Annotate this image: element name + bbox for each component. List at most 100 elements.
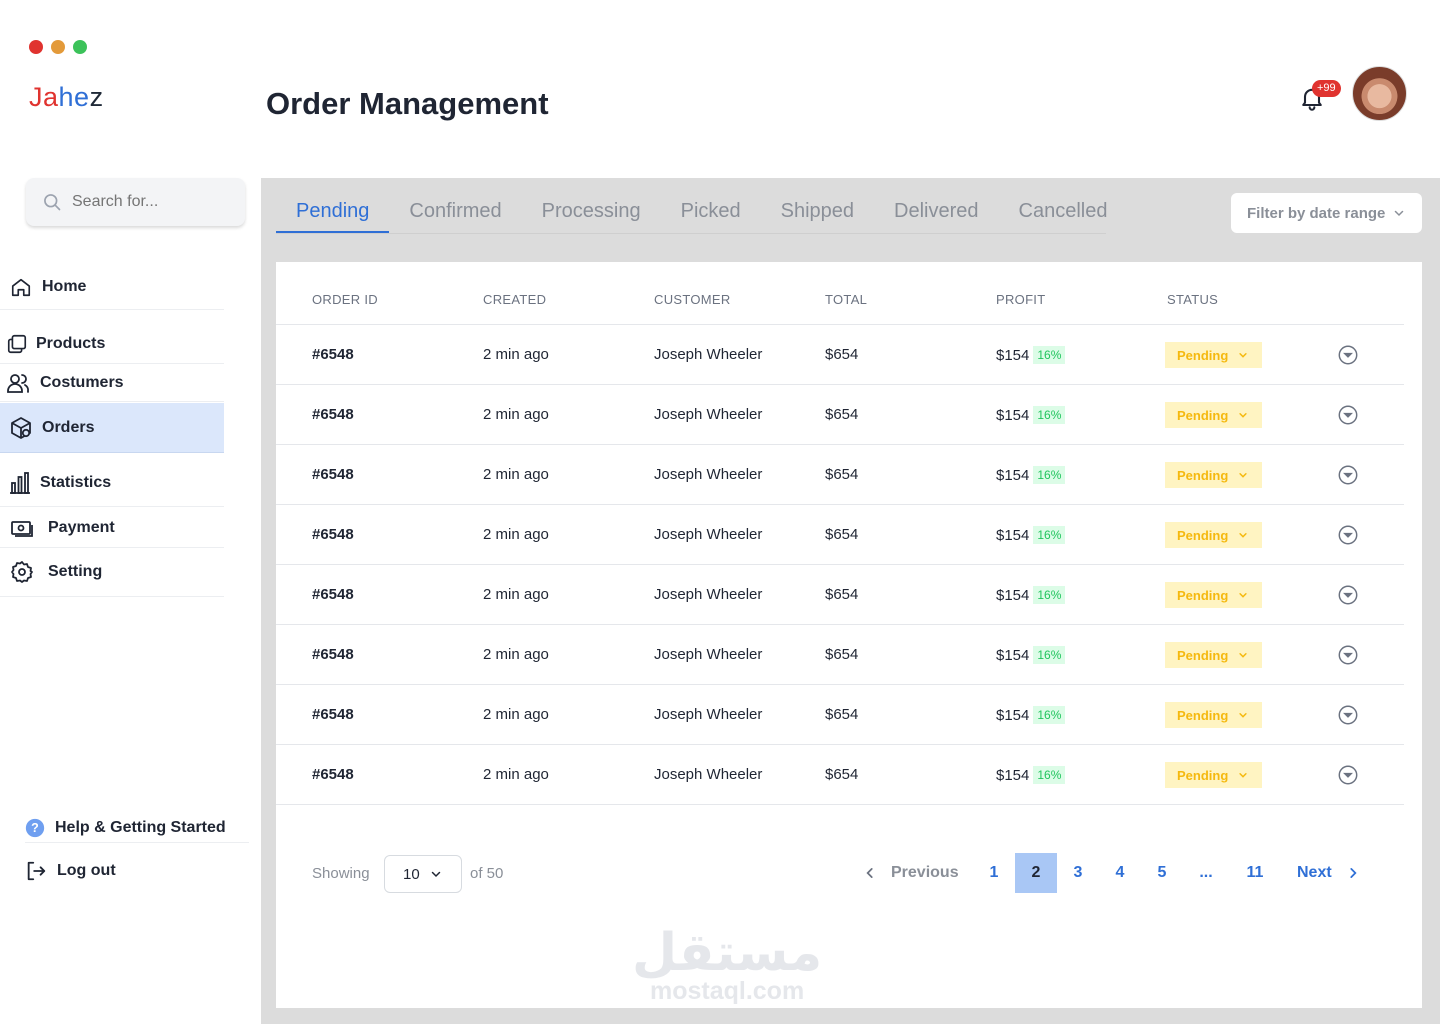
customer-name: Joseph Wheeler	[654, 346, 763, 363]
order-id: #6548	[312, 346, 354, 363]
window-controls	[29, 40, 87, 54]
filter-label: Filter by date range	[1247, 204, 1386, 222]
tab-picked[interactable]: Picked	[680, 200, 741, 222]
orders-table-card: ORDER ID CREATED CUSTOMER TOTAL PROFIT S…	[276, 262, 1422, 1008]
sidebar-item-setting[interactable]: Setting	[0, 548, 224, 597]
row-actions-icon[interactable]	[1337, 704, 1359, 726]
next-page-button[interactable]: Next	[1297, 853, 1360, 893]
svg-text:?: ?	[31, 821, 39, 835]
date-range-filter[interactable]: Filter by date range	[1231, 193, 1422, 233]
table-row[interactable]: #6548 2 min ago Joseph Wheeler $654 $154 16% P…	[276, 685, 1404, 745]
brand-logo[interactable]: Jahez	[29, 82, 104, 113]
table-row[interactable]: #6548 2 min ago Joseph Wheeler $654 $154 16% P…	[276, 385, 1404, 445]
column-header-created[interactable]: CREATED	[483, 292, 547, 307]
profit-percent-badge: 16%	[1033, 406, 1066, 424]
column-header-order-id[interactable]: ORDER ID	[312, 292, 378, 307]
status-dropdown[interactable]: Pending	[1165, 582, 1262, 608]
page-button-4[interactable]: 4	[1115, 864, 1125, 881]
order-total: $654	[825, 706, 859, 723]
chevron-down-icon	[1239, 353, 1247, 358]
table-row[interactable]: #6548 2 min ago Joseph Wheeler $654 $154 16% P…	[276, 565, 1404, 625]
row-actions-icon[interactable]	[1337, 524, 1359, 546]
sidebar-item-home[interactable]: Home	[0, 265, 224, 310]
row-actions-icon[interactable]	[1337, 464, 1359, 486]
status-dropdown[interactable]: Pending	[1165, 642, 1262, 668]
status-dropdown[interactable]: Pending	[1165, 462, 1262, 488]
table-row[interactable]: #6548 2 min ago Joseph Wheeler $654 $154 16% P…	[276, 505, 1404, 565]
sidebar-item-label: Orders	[42, 418, 95, 436]
page-button-1[interactable]: 1	[989, 864, 999, 881]
column-header-total[interactable]: TOTAL	[825, 292, 868, 307]
payment-icon	[11, 520, 33, 537]
previous-page-button[interactable]: Previous	[863, 853, 959, 893]
logout-button[interactable]: Log out	[25, 860, 116, 882]
sidebar-item-statistics[interactable]: Statistics	[0, 459, 224, 507]
tab-pending[interactable]: Pending	[276, 200, 390, 233]
pagination: Previous 1 2 3 4 5 ... 11 Next	[276, 853, 1422, 893]
help-label: Help & Getting Started	[55, 818, 226, 836]
row-actions-icon[interactable]	[1337, 764, 1359, 786]
status-dropdown[interactable]: Pending	[1165, 402, 1262, 428]
created-time: 2 min ago	[483, 706, 549, 723]
order-profit: $154 16%	[996, 406, 1066, 424]
row-actions-icon[interactable]	[1337, 404, 1359, 426]
page-button-5[interactable]: 5	[1157, 864, 1167, 881]
customer-name: Joseph Wheeler	[654, 706, 763, 723]
per-page-select[interactable]: 10	[384, 855, 462, 893]
profit-value: $154	[996, 707, 1030, 724]
page-button-2[interactable]: 2	[1015, 853, 1057, 893]
minimize-window-dot[interactable]	[51, 40, 65, 54]
profit-percent-badge: 16%	[1033, 466, 1066, 484]
order-id: #6548	[312, 646, 354, 663]
sidebar-item-payment[interactable]: Payment	[0, 508, 224, 548]
created-time: 2 min ago	[483, 646, 549, 663]
profit-value: $154	[996, 767, 1030, 784]
sidebar-item-products[interactable]: Products	[0, 325, 224, 364]
table-row[interactable]: #6548 2 min ago Joseph Wheeler $654 $154 16% P…	[276, 625, 1404, 685]
close-window-dot[interactable]	[29, 40, 43, 54]
maximize-window-dot[interactable]	[73, 40, 87, 54]
tab-shipped[interactable]: Shipped	[780, 200, 855, 222]
table-row[interactable]: #6548 2 min ago Joseph Wheeler $654 $154 16% P…	[276, 325, 1404, 385]
status-dropdown[interactable]: Pending	[1165, 342, 1262, 368]
status-label: Pending	[1177, 587, 1229, 603]
status-dropdown[interactable]: Pending	[1165, 702, 1262, 728]
order-total: $654	[825, 646, 859, 663]
row-actions-icon[interactable]	[1337, 644, 1359, 666]
column-header-status[interactable]: STATUS	[1167, 292, 1219, 307]
column-header-customer[interactable]: CUSTOMER	[654, 292, 731, 307]
page-button-3[interactable]: 3	[1073, 864, 1083, 881]
profit-value: $154	[996, 587, 1030, 604]
avatar[interactable]	[1352, 66, 1407, 121]
search-input[interactable]	[72, 193, 232, 211]
profit-value: $154	[996, 647, 1030, 664]
row-actions-icon[interactable]	[1337, 344, 1359, 366]
table-row[interactable]: #6548 2 min ago Joseph Wheeler $654 $154 16% P…	[276, 445, 1404, 505]
help-link[interactable]: ? Help & Getting Started	[25, 818, 249, 843]
tab-delivered[interactable]: Delivered	[894, 200, 979, 222]
customer-name: Joseph Wheeler	[654, 406, 763, 423]
status-dropdown[interactable]: Pending	[1165, 762, 1262, 788]
tab-cancelled[interactable]: Cancelled	[1018, 200, 1108, 222]
profit-value: $154	[996, 407, 1030, 424]
column-header-profit[interactable]: PROFIT	[996, 292, 1046, 307]
logout-icon	[27, 861, 46, 881]
status-dropdown[interactable]: Pending	[1165, 522, 1262, 548]
sidebar-item-label: Payment	[48, 518, 115, 536]
order-profit: $154 16%	[996, 526, 1066, 544]
sidebar-item-orders[interactable]: Orders	[0, 403, 224, 453]
order-id: #6548	[312, 586, 354, 603]
notification-badge: +99	[1312, 80, 1341, 97]
table-header: ORDER ID CREATED CUSTOMER TOTAL PROFIT S…	[276, 284, 1404, 325]
row-actions-icon[interactable]	[1337, 584, 1359, 606]
profit-value: $154	[996, 347, 1030, 364]
tab-processing[interactable]: Processing	[541, 200, 641, 222]
tab-confirmed[interactable]: Confirmed	[409, 200, 502, 222]
created-time: 2 min ago	[483, 586, 549, 603]
created-time: 2 min ago	[483, 406, 549, 423]
chevron-right-icon	[1350, 868, 1357, 878]
sidebar-item-costumers[interactable]: Costumers	[0, 364, 224, 402]
search-box[interactable]	[26, 178, 245, 226]
table-row[interactable]: #6548 2 min ago Joseph Wheeler $654 $154 16% P…	[276, 745, 1404, 805]
page-button-11[interactable]: 11	[1246, 864, 1264, 881]
